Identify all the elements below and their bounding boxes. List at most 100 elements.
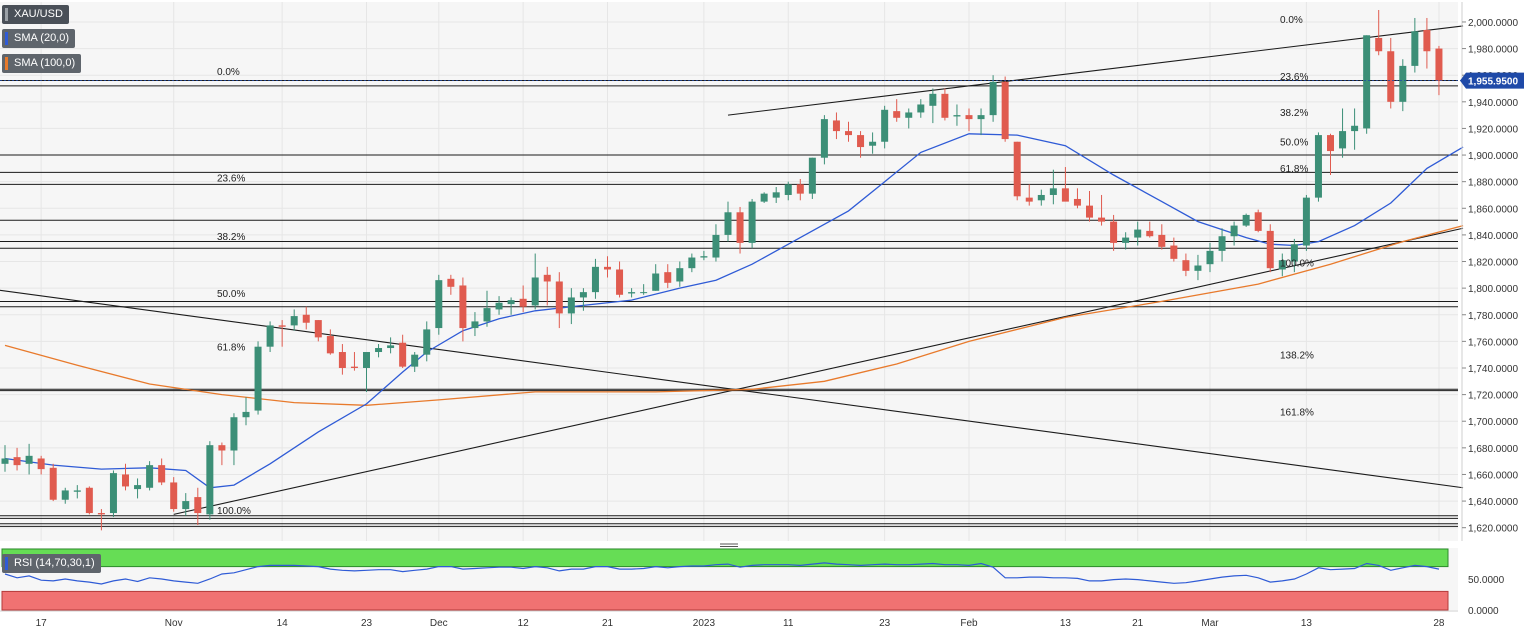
candle-up (917, 99, 925, 118)
candle-body (302, 314, 310, 323)
time-axis-label: 17 (36, 618, 48, 629)
candle-body (122, 474, 129, 487)
price-axis[interactable]: 1,620.0000 1,640.0000 1,660.0000 1,680.0000… (0, 2, 1524, 617)
candle-body (49, 467, 57, 500)
candle-body (1266, 230, 1274, 269)
candle-up (109, 470, 117, 518)
candle-body (953, 115, 961, 117)
price-axis-label: 1,740.0000 (1468, 364, 1518, 375)
candle-body (25, 455, 33, 464)
candle-down (302, 306, 310, 330)
candle-up (567, 288, 575, 325)
sma-20-badge[interactable]: SMA (20,0) (2, 29, 76, 48)
candle-down (447, 274, 455, 295)
candle-body (1073, 198, 1081, 206)
candle-down (893, 99, 901, 122)
candle-body (37, 458, 45, 470)
candle-up (772, 186, 780, 203)
candle-down (1254, 209, 1262, 233)
sma-20-path (4, 133, 1464, 489)
candle-up (134, 478, 142, 499)
candle-up (435, 274, 443, 335)
fib-label-right: 0.0% (1280, 15, 1303, 26)
candle-down (49, 463, 57, 502)
fib-label-right: 23.6% (1280, 72, 1308, 83)
candle-body (471, 321, 479, 329)
candle-body (820, 119, 828, 158)
time-axis-label: 2023 (693, 618, 716, 629)
candle-body (1061, 188, 1069, 202)
time-axis-label: Mar (1201, 618, 1219, 629)
rsi-badge[interactable]: RSI (14,70,30,1) (2, 554, 101, 573)
candle-body (1254, 212, 1262, 231)
time-axis[interactable]: 17 Nov 14 23 Dec 12 21 2023 11 23 Feb 13 21 Mar 13 28 (0, 610, 1458, 629)
candle-down (796, 179, 804, 201)
candle-body (664, 272, 672, 283)
candle-body (375, 348, 383, 353)
price-plot-area (0, 2, 1458, 541)
candle-body (1013, 141, 1021, 197)
candle-down (158, 458, 166, 486)
candle-up (242, 397, 250, 426)
candle-body (495, 302, 503, 310)
candle-down (1423, 17, 1431, 69)
price-axis-label: 1,640.0000 (1468, 497, 1518, 508)
candle-up (266, 321, 274, 353)
candle-body (845, 131, 852, 136)
fib-label-right: 138.2% (1280, 350, 1314, 361)
time-axis-label: Nov (165, 618, 183, 629)
candle-body (266, 325, 274, 347)
candle-up (1351, 108, 1359, 150)
candle-body (965, 115, 973, 120)
candle-body (423, 329, 431, 355)
candle-up (700, 250, 708, 261)
candle-up (1278, 253, 1286, 277)
candle-body (604, 266, 611, 270)
sma-100-badge[interactable]: SMA (100,0) (2, 54, 82, 73)
rsi-pane (0, 548, 1458, 611)
candle-down (1086, 190, 1093, 222)
price-axis-label: 1,860.0000 (1468, 204, 1518, 215)
candle-up (471, 312, 479, 337)
candle-body (1423, 29, 1431, 52)
last-price-label: 1,955.9500 (1468, 77, 1518, 88)
candle-body (808, 157, 816, 194)
candle-up (1218, 228, 1226, 262)
candle-body (1134, 229, 1142, 238)
candle-body (772, 192, 780, 198)
candle-body (989, 81, 997, 116)
candle-body (1218, 236, 1226, 251)
candle-body (628, 292, 636, 294)
candle-body (97, 513, 105, 515)
fib-label-left: 38.2% (217, 232, 245, 243)
fib-label-right: 61.8% (1280, 164, 1308, 175)
candle-up (495, 296, 503, 315)
candle-body (1375, 37, 1383, 52)
candle-body (736, 212, 744, 243)
candle-up (676, 261, 684, 287)
time-axis-label: 21 (1132, 618, 1144, 629)
candle-up (1230, 221, 1238, 246)
candle-body (1098, 217, 1106, 222)
symbol-badge[interactable]: XAU/USD (2, 5, 69, 24)
candle-down (832, 112, 840, 140)
sma-20-label: SMA (20,0) (14, 32, 70, 44)
candle-up (146, 461, 154, 491)
price-axis-label: 1,720.0000 (1468, 391, 1518, 402)
price-axis-label: 1,900.0000 (1468, 151, 1518, 162)
price-axis-label: 1,880.0000 (1468, 178, 1518, 189)
chart-extras (0, 541, 1458, 548)
time-axis-label: 28 (1433, 618, 1445, 629)
candle-body (1339, 131, 1347, 149)
time-axis-label: 14 (277, 618, 289, 629)
time-axis-label: Dec (430, 618, 448, 629)
candle-up (182, 493, 190, 516)
price-axis-label: 1,680.0000 (1468, 444, 1518, 455)
symbol-swatch (5, 8, 8, 21)
candle-body (1387, 51, 1395, 102)
candle-up (989, 75, 997, 122)
candle-body (314, 320, 322, 338)
candle-up (206, 441, 214, 520)
